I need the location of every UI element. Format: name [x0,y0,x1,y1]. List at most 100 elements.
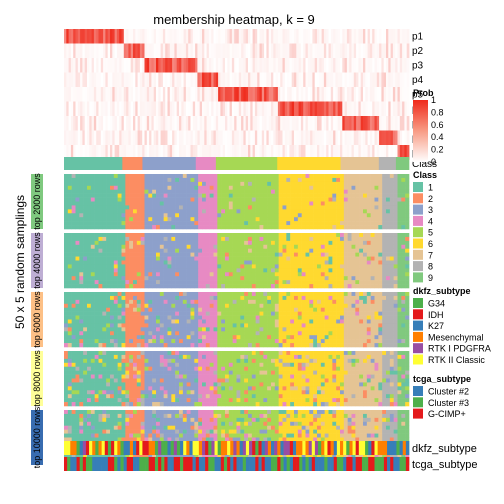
sampling-cell [106,280,111,285]
prob-cell [349,58,352,73]
sampling-cell [236,319,241,324]
sampling-cell [297,299,302,305]
sampling-cell [179,197,184,202]
prob-cell [294,145,297,160]
sampling-cell [221,268,226,273]
sampling-cell [255,181,260,187]
sampling-cell [67,240,72,246]
sampling-cell [313,323,318,328]
sampling-cell [67,185,72,191]
prob-cell [273,72,276,88]
sampling-cell [209,307,214,312]
sampling-cell [324,295,329,301]
prob-cell [326,29,329,44]
sampling-cell [217,181,222,187]
sampling-cell [305,213,310,218]
prob-cell [93,116,97,131]
sampling-cell [106,193,111,198]
sampling-cell [236,189,241,194]
sampling-cell [286,181,291,187]
sampling-cell [228,236,233,242]
sampling-cell [397,264,402,269]
prob-cell [294,101,297,117]
sampling-cell [366,240,371,246]
sampling-cell [317,225,322,230]
sampling-cell [106,174,111,179]
sampling-cell [340,319,345,324]
sampling-cell [286,189,291,194]
prob-cell [243,116,247,131]
sampling-cell [351,292,356,297]
prob-cell [213,43,217,59]
prob-cell [300,58,304,73]
sampling-cell [282,319,287,324]
prob-cell [346,116,350,131]
sampling-cell [328,205,333,210]
sampling-cell [405,225,410,230]
sampling-cell [217,189,222,194]
prob-cell [264,72,267,88]
sampling-cell [71,240,76,246]
sampling-cell [248,181,253,187]
sampling-cell [182,217,187,222]
sampling-cell [94,315,99,320]
sampling-cell [347,307,352,312]
sampling-cell [87,252,92,257]
sampling-cell [401,185,406,191]
sampling-cell [87,303,92,309]
sampling-cell [359,240,364,246]
sampling-cell [67,217,72,222]
sampling-cell [129,307,134,312]
sampling-cell [286,276,291,281]
prob-cell [356,145,359,160]
sampling-cell [274,311,279,316]
sampling-cell [393,213,398,218]
prob-cell [333,43,336,59]
sampling-cell [259,209,264,214]
sampling-cell [351,331,356,336]
prob-cell [66,58,69,73]
sampling-cell [248,268,253,273]
sampling-cell [186,295,191,301]
sampling-cell [336,217,341,222]
sampling-cell [351,256,356,261]
sampling-cell [202,213,207,218]
prob-cell [351,72,355,88]
sampling-cell [397,233,402,238]
sampling-cell [282,244,287,250]
sampling-cell [405,244,410,250]
prob-cell [158,29,161,44]
sampling-cell [351,236,356,242]
sampling-cell [347,319,352,324]
prob-cell [363,145,366,160]
sampling-cell [190,177,195,183]
sampling-cell [317,197,322,202]
sampling-cell [255,315,260,320]
prob-cell [365,130,368,146]
sampling-cell [324,181,329,187]
sampling-cell [198,197,203,202]
sampling-cell [129,276,134,281]
sampling-cell [343,276,348,281]
sampling-cell [75,221,80,226]
sampling-cell [332,221,337,226]
prob-cell [379,58,382,73]
prob-cell [192,72,196,88]
sampling-cell [232,268,237,273]
prob-cell [328,58,332,73]
sampling-cell [90,339,95,344]
sampling-cell [198,335,203,340]
prob-cell [330,58,334,73]
sampling-cell [328,280,333,285]
sampling-cell [255,213,260,218]
sampling-cell [228,256,233,261]
sampling-cell [144,244,149,250]
sampling-cell [355,260,360,265]
sampling-cell [240,177,245,183]
sampling-cell [259,177,264,183]
prob-cell [280,116,283,131]
prob-cell [64,87,67,102]
prob-cell [317,130,320,146]
prob-cell [176,130,180,146]
sampling-cell [232,189,237,194]
